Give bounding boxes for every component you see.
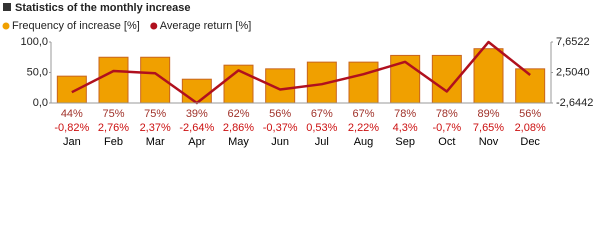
- title-icon: [3, 3, 11, 11]
- bar-value-label: 56%: [269, 108, 291, 120]
- line-value-label: 2,86%: [223, 122, 254, 134]
- x-tick-label: Feb: [104, 136, 123, 148]
- bar-value-label: 44%: [61, 108, 83, 120]
- bar-value-label: 67%: [311, 108, 333, 120]
- line-value-label: -2,64%: [179, 122, 214, 134]
- line: [71, 40, 531, 105]
- legend-label: Average return [%]: [160, 20, 252, 32]
- x-tick-label: Apr: [188, 136, 205, 148]
- x-tick-label: Aug: [354, 136, 374, 148]
- legend-label: Frequency of increase [%]: [12, 20, 140, 32]
- line-value-label: 2,08%: [515, 122, 546, 134]
- bar-value-label: 67%: [352, 108, 374, 120]
- bar: [56, 75, 87, 104]
- legend-marker: [150, 22, 158, 30]
- x-tick-label: Oct: [438, 136, 455, 148]
- bar: [473, 48, 504, 104]
- y-tick-label: 50,0: [27, 66, 48, 78]
- line-value-label: -0,7%: [432, 122, 461, 134]
- x-tick-label: May: [228, 136, 249, 148]
- bar-value-label: 62%: [227, 108, 249, 120]
- x-tick-label: Mar: [146, 136, 165, 148]
- x-tick-label: Dec: [520, 136, 540, 148]
- line-value-label: 7,65%: [473, 122, 504, 134]
- bar: [98, 56, 129, 104]
- bar-value-label: 39%: [186, 108, 208, 120]
- chart: Statistics of the monthly increase Frequ…: [2, 2, 593, 148]
- line-value-label: 2,37%: [140, 122, 171, 134]
- x-tick-label: Jan: [63, 136, 81, 148]
- y-tick-label: 100,0: [20, 36, 48, 48]
- y2-tick-label: 7,6522: [556, 36, 590, 48]
- bar-value-label: 89%: [477, 108, 499, 120]
- x-tick-label: Sep: [395, 136, 415, 148]
- bar: [348, 61, 379, 104]
- line-value-label: 2,22%: [348, 122, 379, 134]
- y-tick-label: 0,0: [33, 97, 48, 109]
- line-value-label: 4,3%: [393, 122, 418, 134]
- line-value-label: 0,53%: [306, 122, 337, 134]
- bar-value-label: 78%: [436, 108, 458, 120]
- line-value-label: 2,76%: [98, 122, 129, 134]
- line-value-label: -0,82%: [54, 122, 89, 134]
- bar-value-label: 75%: [144, 108, 166, 120]
- legend-marker: [2, 22, 10, 30]
- x-tick-label: Nov: [479, 136, 499, 148]
- bar-value-label: 56%: [519, 108, 541, 120]
- chart-title: Statistics of the monthly increase: [15, 2, 190, 14]
- y2-tick-label: -2,6442: [556, 97, 593, 109]
- bar-value-label: 75%: [102, 108, 124, 120]
- x-tick-label: Jun: [271, 136, 289, 148]
- y2-tick-label: 2,5040: [556, 66, 590, 78]
- x-tick-label: Jul: [315, 136, 329, 148]
- line-value-label: -0,37%: [263, 122, 298, 134]
- bar-value-label: 78%: [394, 108, 416, 120]
- bar: [181, 78, 212, 104]
